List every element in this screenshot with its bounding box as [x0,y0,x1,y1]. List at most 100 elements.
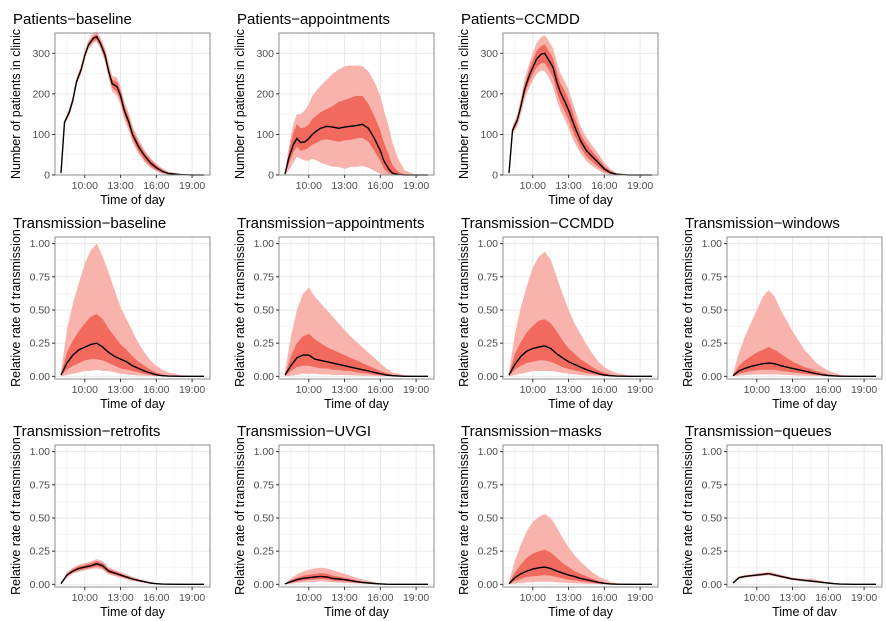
panel-title: Transmission−appointments [237,215,424,232]
median-line [508,52,652,176]
x-tick-label: 19:00 [179,180,205,192]
y-tick-label: 0.25 [254,546,275,558]
outer-interval-band [509,35,652,175]
panel-border [54,444,211,588]
y-axis-label: Relative rate of transmission [233,229,247,387]
y-tick-label: 0.00 [702,371,723,383]
y-tick-label: 0 [44,170,50,182]
y-tick-label: 0.00 [254,371,275,383]
y-tick-label: 0.50 [254,304,275,316]
panel-title: Transmission−queues [685,423,832,440]
panel-border [278,236,435,380]
y-axis-label: Relative rate of transmission [457,229,471,387]
x-tick-label: 19:00 [179,384,205,396]
x-axis-label: Time of day [324,397,390,411]
x-tick-label: 16:00 [591,592,617,604]
y-tick-label: 200 [256,88,274,100]
panel-border [502,236,659,380]
x-axis-label: Time of dav [772,605,838,619]
y-tick-label: 200 [32,88,50,100]
y-tick-label: 0.75 [702,479,723,491]
panel-title: Patients−CCMDD [461,11,580,28]
x-tick-label: 16:00 [367,180,393,192]
x-tick-label: 10:00 [296,180,322,192]
y-tick-label: 0.75 [254,271,275,283]
y-tick-label: 100 [32,129,50,141]
y-tick-label: 0.25 [254,338,275,350]
panel-3: Patients−CCMDD 10:00 13:00 16:00 19:00 0 100 20… [457,11,659,207]
panel-border [726,444,883,588]
y-tick-label: 0.75 [30,271,51,283]
panel-border [502,32,659,176]
y-tick-label: 0.50 [30,304,51,316]
x-tick-label: 10:00 [744,384,770,396]
y-tick-label: 0.25 [478,546,499,558]
median-line [60,342,204,377]
x-tick-label: 19:00 [851,384,877,396]
x-tick-label: 13:00 [779,384,805,396]
x-tick-label: 10:00 [520,384,546,396]
x-tick-label: 19:00 [403,384,429,396]
y-tick-label: 0.25 [478,338,499,350]
y-tick-label: 0.75 [478,271,499,283]
x-tick-label: 16:00 [143,592,169,604]
y-tick-label: 0.00 [30,579,51,591]
y-tick-label: 0.25 [702,546,723,558]
panel-title: Transmission−masks [461,423,602,440]
y-tick-label: 0.50 [702,304,723,316]
x-tick-label: 16:00 [143,180,169,192]
panel-5: Transmission−appointments 10:00 13:00 16:00… [233,215,435,411]
y-tick-label: 0.50 [478,304,499,316]
x-tick-label: 19:00 [179,592,205,604]
x-axis-label: Time of day [548,397,614,411]
panel-background [503,33,658,175]
x-tick-label: 10:00 [296,592,322,604]
y-tick-label: 0.75 [478,479,499,491]
y-axis-label: Relative rate of transmission [233,437,247,595]
panel-title: Patients−baseline [13,11,132,28]
y-tick-label: 300 [480,48,498,60]
y-tick-label: 0.00 [478,579,499,591]
x-tick-label: 16:00 [143,384,169,396]
outer-interval-band [733,571,876,585]
y-tick-label: 0 [268,170,274,182]
y-tick-label: 300 [32,48,50,60]
x-tick-label: 19:00 [627,384,653,396]
x-tick-label: 10:00 [520,180,546,192]
inner-interval-band [61,314,204,377]
x-tick-label: 16:00 [815,592,841,604]
y-tick-label: 0.25 [30,338,51,350]
y-tick-label: 200 [480,88,498,100]
x-tick-label: 13:00 [555,384,581,396]
panel-background [55,33,210,175]
y-tick-label: 1.00 [254,446,275,458]
inner-interval-band [285,95,428,175]
x-tick-label: 10:00 [520,592,546,604]
x-axis-label: Time of day [100,193,166,207]
y-axis-label: Relative rate of transmission [681,437,695,595]
y-tick-label: 1.00 [702,446,723,458]
y-axis-label: Number of patients in clinic [9,29,23,179]
panel-title: Transmission−retrofits [13,423,160,440]
panel-background [279,445,434,587]
panel-9: Transmission−UVGI 10:00 13:00 16:00 19:00 0.0… [233,423,435,619]
x-tick-label: 10:00 [72,592,98,604]
x-tick-label: 13:00 [331,592,357,604]
y-tick-label: 1.00 [30,238,51,250]
y-tick-label: 1.00 [30,446,51,458]
panel-border [726,236,883,380]
panel-title: Transmission−CCMDD [461,215,614,232]
panel-11: Transmission−queues 10:00 13:00 16:00 19:00 0… [681,423,883,619]
x-tick-label: 13:00 [107,180,133,192]
y-tick-label: 0.25 [702,338,723,350]
y-axis-label: Relative rate of transmission [457,437,471,595]
x-axis-label: Time of day [324,605,390,619]
y-tick-label: 0.75 [254,479,275,491]
panel-title: Patients−appointments [237,11,390,28]
y-tick-label: 0.50 [478,512,499,524]
x-axis-label: Time of day [772,397,838,411]
y-tick-label: 0.75 [702,271,723,283]
inner-interval-band [509,549,652,585]
